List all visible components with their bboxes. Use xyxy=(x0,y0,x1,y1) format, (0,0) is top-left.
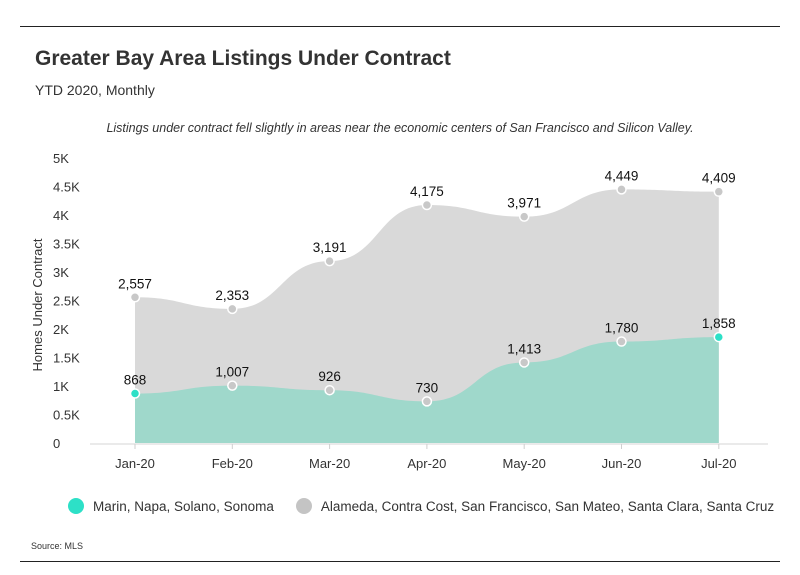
chart-title: Greater Bay Area Listings Under Contract xyxy=(35,47,451,70)
source-note: Source: MLS xyxy=(31,541,84,551)
data-label-series-2: 3,191 xyxy=(313,240,347,255)
data-point-series-1 xyxy=(713,331,725,343)
y-tick-label: 3.5K xyxy=(53,237,80,252)
y-tick-label: 4.5K xyxy=(53,180,80,195)
legend-label-series-2: Alameda, Contra Cost, San Francisco, San… xyxy=(320,498,775,514)
y-tick-label: 1.5K xyxy=(53,351,80,366)
chart-annotation: Listings under contract fell slightly in… xyxy=(106,121,694,135)
data-point-series-2 xyxy=(324,255,335,267)
data-label-series-1: 926 xyxy=(318,369,341,384)
y-tick-label: 0.5K xyxy=(53,408,80,423)
data-label-series-1: 1,007 xyxy=(215,365,249,380)
chart-legend: Marin, Napa, Solano, Sonoma Alameda, Con… xyxy=(68,498,796,514)
legend-swatch-series-2 xyxy=(295,498,312,514)
data-label-series-1: 730 xyxy=(416,380,439,395)
chart-axes: Jan-20 Feb-20 Mar-20 Apr-20 May-20 Jun-20 Jul-… xyxy=(53,151,768,471)
legend-item-series-1: Marin, Napa, Solano, Sonoma xyxy=(68,498,274,514)
y-tick-label: 2K xyxy=(53,322,69,337)
bottom-rule xyxy=(20,561,780,562)
data-label-series-2: 4,409 xyxy=(702,171,736,186)
data-label-series-2: 4,449 xyxy=(605,168,639,183)
data-point-series-2 xyxy=(227,303,238,315)
y-tick-label: 5K xyxy=(53,151,69,166)
data-label-series-2: 4,175 xyxy=(410,184,444,199)
chart-data-labels: 868 1,007 926 730 1,413 1,780 1,858 2,557 2,353 3… xyxy=(118,168,736,395)
data-label-series-1: 1,413 xyxy=(507,341,541,356)
data-point-series-1 xyxy=(227,380,238,391)
legend-swatch-series-1 xyxy=(68,498,84,514)
data-point-series-2 xyxy=(421,199,433,211)
legend-item-series-2: Alameda, Contra Cost, San Francisco, San… xyxy=(295,498,775,514)
y-tick-label: 1K xyxy=(53,379,69,394)
x-tick-label: Jul-20 xyxy=(701,456,736,471)
data-point-series-1 xyxy=(129,388,141,399)
y-axis-label: Homes Under Contract xyxy=(30,238,45,371)
y-tick-label: 0 xyxy=(53,436,60,451)
x-tick-label: Jan-20 xyxy=(115,456,155,471)
top-rule xyxy=(20,26,780,27)
x-tick-label: May-20 xyxy=(503,456,546,471)
chart-subtitle: YTD 2020, Monthly xyxy=(35,82,155,98)
data-label-series-2: 3,971 xyxy=(507,196,541,211)
y-tick-label: 3K xyxy=(53,265,69,280)
data-label-series-1: 868 xyxy=(124,373,147,388)
area-series-1 xyxy=(135,337,719,443)
x-tick-label: Jun-20 xyxy=(602,456,642,471)
data-point-series-2 xyxy=(129,292,141,303)
data-point-series-2 xyxy=(616,184,627,195)
data-point-series-2 xyxy=(713,186,725,197)
chart-points xyxy=(129,184,725,407)
data-point-series-2 xyxy=(518,211,530,222)
legend-label-series-1: Marin, Napa, Solano, Sonoma xyxy=(93,498,274,514)
x-tick-label: Mar-20 xyxy=(309,456,350,471)
x-tick-label: Feb-20 xyxy=(212,456,253,471)
data-point-series-1 xyxy=(616,336,627,347)
data-label-series-2: 2,557 xyxy=(118,276,152,291)
y-tick-label: 4K xyxy=(53,208,69,223)
chart-areas xyxy=(135,189,719,443)
data-point-series-1 xyxy=(421,396,433,407)
data-point-series-1 xyxy=(324,384,335,396)
y-tick-label: 2.5K xyxy=(53,294,80,309)
data-label-series-1: 1,780 xyxy=(605,321,639,336)
data-label-series-2: 2,353 xyxy=(215,288,249,303)
data-point-series-1 xyxy=(518,357,530,368)
x-tick-label: Apr-20 xyxy=(407,456,446,471)
data-label-series-1: 1,858 xyxy=(702,316,736,331)
